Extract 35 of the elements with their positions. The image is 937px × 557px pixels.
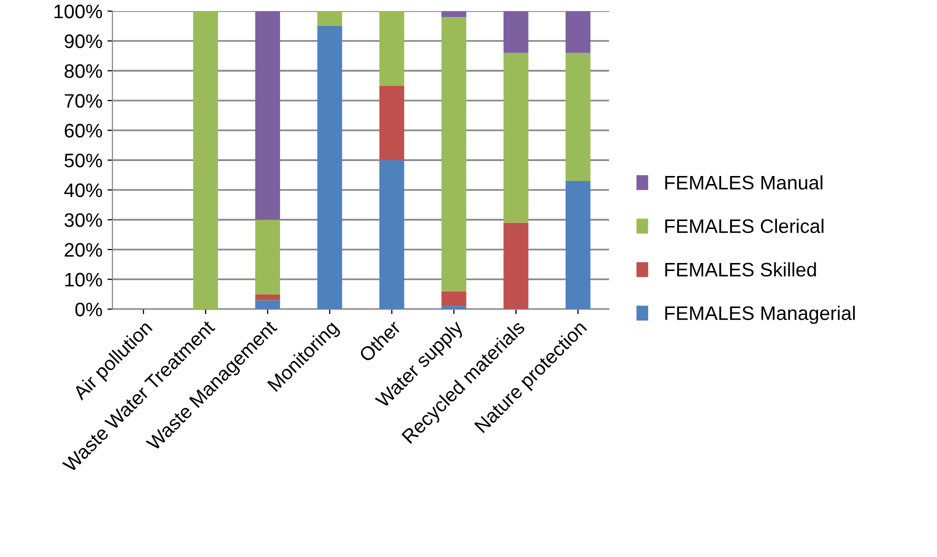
bar xyxy=(441,17,466,292)
y-tick-label: 40% xyxy=(64,183,102,198)
y-tick-label: 100% xyxy=(54,4,102,18)
legend-label: FEMALES Managerial xyxy=(665,306,855,324)
y-tick-label: 20% xyxy=(64,243,102,257)
legend-label: FEMALES Skilled xyxy=(665,262,816,277)
y-tick-label: 90% xyxy=(64,34,102,48)
y-tick-label: 30% xyxy=(64,213,102,227)
y-tick-label: 60% xyxy=(64,124,102,138)
bar xyxy=(441,306,466,310)
bar xyxy=(317,11,342,26)
bar xyxy=(193,11,218,310)
y-tick-label: 10% xyxy=(65,272,102,287)
bar xyxy=(255,220,280,294)
bar xyxy=(441,11,466,18)
bar xyxy=(504,222,528,310)
y-tick-label: 70% xyxy=(64,94,102,108)
legend-label: FEMALES Manual xyxy=(665,175,822,190)
bar xyxy=(255,294,280,300)
bar xyxy=(317,26,342,310)
bar xyxy=(504,11,528,53)
bar xyxy=(504,52,528,223)
bar xyxy=(566,180,590,310)
y-tick-label: 0% xyxy=(75,302,102,316)
y-tick-label: 50% xyxy=(64,154,102,168)
legend-label: FEMALES Clerical xyxy=(665,218,824,234)
bar xyxy=(379,160,404,310)
bar xyxy=(566,11,590,53)
bar xyxy=(441,291,466,306)
bar xyxy=(379,86,404,160)
bar xyxy=(379,11,404,86)
y-tick-label: 80% xyxy=(64,64,102,78)
bar xyxy=(255,11,280,220)
bar xyxy=(255,300,280,310)
bar xyxy=(566,52,590,181)
